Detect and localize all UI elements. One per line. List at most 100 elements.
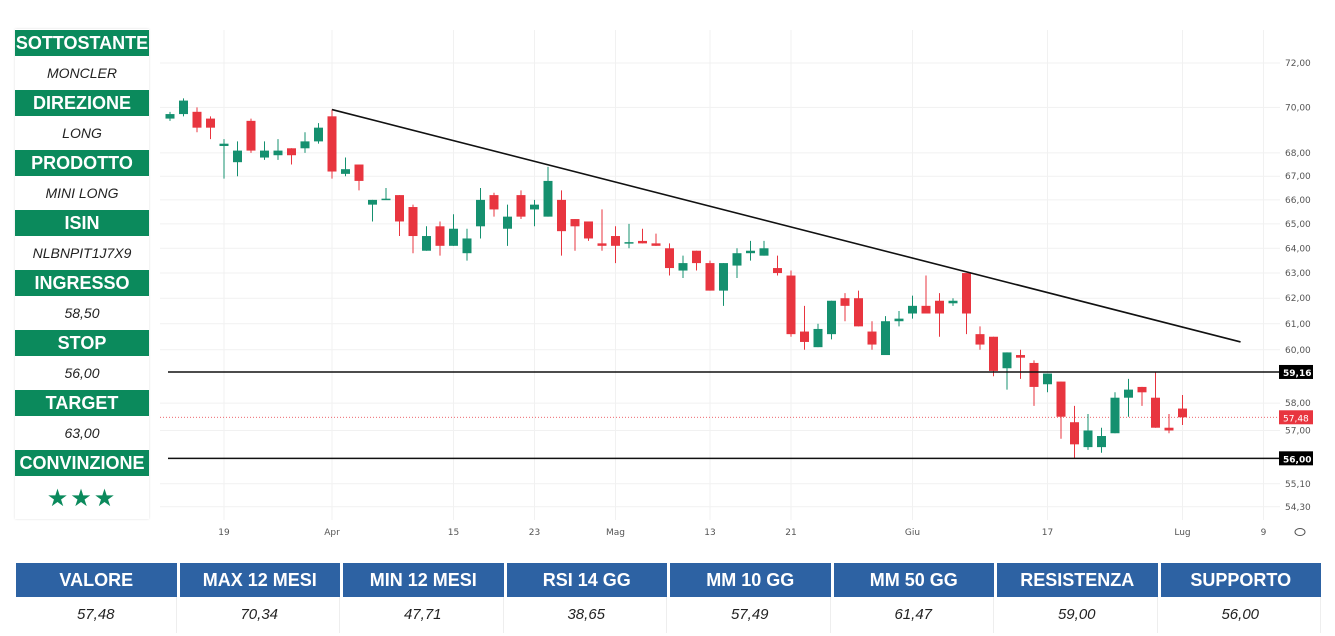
y-tick-label: 61,00 bbox=[1285, 320, 1311, 330]
candle-down bbox=[435, 226, 445, 246]
y-tick-label: 67,00 bbox=[1285, 172, 1311, 182]
table-cell: 70,34 bbox=[180, 597, 340, 633]
candle-up bbox=[1124, 389, 1133, 398]
candle-down bbox=[570, 219, 580, 227]
candle-down bbox=[800, 331, 809, 342]
x-tick-label: 9 bbox=[1261, 528, 1267, 538]
candle-down bbox=[327, 116, 337, 172]
candle-down bbox=[1178, 408, 1187, 418]
candle-down bbox=[287, 148, 296, 156]
candle-down bbox=[597, 243, 607, 246]
candle-up bbox=[273, 150, 283, 156]
candle-down bbox=[1137, 386, 1147, 393]
panel-value: NLBNPIT1J7X9 bbox=[32, 245, 132, 261]
rating-stars: ★★★ bbox=[46, 485, 118, 512]
y-tick-label: 72,00 bbox=[1285, 59, 1311, 69]
candle-up bbox=[1110, 397, 1120, 434]
x-tick-label: Lug bbox=[1174, 528, 1190, 538]
candle-down bbox=[246, 120, 256, 151]
candle-up bbox=[543, 180, 553, 217]
last-price-label: 57,48 bbox=[1283, 414, 1309, 424]
x-tick-label: 17 bbox=[1042, 528, 1053, 538]
candle-up bbox=[1043, 373, 1052, 385]
candle-up bbox=[881, 321, 890, 356]
y-tick-label: 55,10 bbox=[1285, 480, 1311, 490]
panel-value: 56,00 bbox=[64, 365, 100, 381]
candle-up bbox=[260, 150, 269, 158]
candle-down bbox=[935, 300, 944, 314]
y-tick-label: 64,00 bbox=[1285, 244, 1311, 254]
candle-down bbox=[354, 164, 364, 181]
candle-down bbox=[705, 263, 715, 291]
candle-up bbox=[530, 204, 539, 210]
candle-up bbox=[179, 100, 188, 115]
table-header: RSI 14 GG bbox=[506, 563, 667, 597]
candle-down bbox=[854, 298, 863, 327]
panel-label: STOP bbox=[15, 330, 149, 356]
panel-value: 63,00 bbox=[64, 425, 100, 441]
candle-up bbox=[1097, 436, 1106, 448]
candle-down bbox=[638, 240, 647, 244]
candle-up bbox=[300, 141, 310, 149]
candle-up bbox=[719, 263, 728, 291]
table-header: MM 10 GG bbox=[670, 563, 831, 597]
y-tick-label: 62,00 bbox=[1285, 294, 1311, 304]
candle-up bbox=[368, 199, 377, 205]
candle-down bbox=[962, 273, 971, 314]
level-badge bbox=[1279, 364, 1313, 379]
candle-down bbox=[395, 195, 404, 222]
panel-label: CONVINZIONE bbox=[15, 450, 149, 476]
candle-up bbox=[233, 150, 242, 163]
candle-up bbox=[813, 328, 823, 348]
candle-up bbox=[381, 198, 391, 201]
y-tick-label: 58,00 bbox=[1285, 399, 1311, 409]
candle-up bbox=[894, 318, 904, 322]
candle-down bbox=[611, 236, 620, 246]
candle-up bbox=[219, 143, 229, 146]
candle-down bbox=[408, 207, 418, 237]
level-badge bbox=[1279, 451, 1313, 466]
candle-up bbox=[827, 300, 836, 335]
candle-up bbox=[624, 242, 634, 244]
candle-down bbox=[1016, 355, 1025, 358]
x-tick-label: 13 bbox=[704, 528, 715, 538]
candle-up bbox=[759, 248, 769, 256]
table-header: VALORE bbox=[16, 563, 177, 597]
candle-down bbox=[1056, 381, 1066, 417]
candle-down bbox=[786, 275, 796, 335]
candle-up bbox=[341, 169, 350, 174]
x-tick-label: 21 bbox=[785, 528, 796, 538]
x-tick-label: 15 bbox=[448, 528, 459, 538]
table-header: MAX 12 MESI bbox=[179, 563, 340, 597]
candle-down bbox=[867, 331, 877, 345]
table-cell: 56,00 bbox=[1161, 597, 1321, 633]
candle-down bbox=[1029, 362, 1039, 387]
candle-up bbox=[314, 127, 323, 142]
y-tick-label: 54,30 bbox=[1285, 503, 1311, 513]
candle-up bbox=[422, 236, 431, 251]
candle-down bbox=[584, 221, 593, 239]
table-cell: 61,47 bbox=[834, 597, 994, 633]
level-label: 56,00 bbox=[1283, 455, 1311, 465]
panel-label: ISIN bbox=[15, 210, 149, 236]
candle-up bbox=[948, 300, 958, 304]
x-tick-label: 23 bbox=[529, 528, 540, 538]
panel-label: DIREZIONE bbox=[15, 90, 149, 116]
candle-down bbox=[989, 336, 998, 371]
candle-up bbox=[908, 305, 917, 314]
eye-icon bbox=[1294, 528, 1306, 536]
y-tick-label: 70,00 bbox=[1285, 103, 1311, 113]
level-label: 59,16 bbox=[1283, 369, 1311, 379]
y-tick-label: 63,00 bbox=[1285, 269, 1311, 279]
candle-down bbox=[773, 268, 782, 274]
candle-down bbox=[975, 334, 985, 345]
table-cell: 59,00 bbox=[997, 597, 1158, 633]
candle-up bbox=[678, 263, 688, 271]
last-price-badge bbox=[1279, 410, 1313, 425]
trade-info-panel: SOTTOSTANTE MONCLER DIREZIONE LONG PRODOTTO M… bbox=[15, 29, 149, 519]
candle-up bbox=[165, 114, 175, 119]
y-tick-label: 60,00 bbox=[1285, 346, 1311, 356]
x-tick-label: Mag bbox=[606, 528, 625, 538]
candle-down bbox=[1164, 427, 1174, 431]
stats-table: VALORE MAX 12 MESI MIN 12 MESI RSI 14 GG MM … bbox=[16, 563, 1321, 633]
